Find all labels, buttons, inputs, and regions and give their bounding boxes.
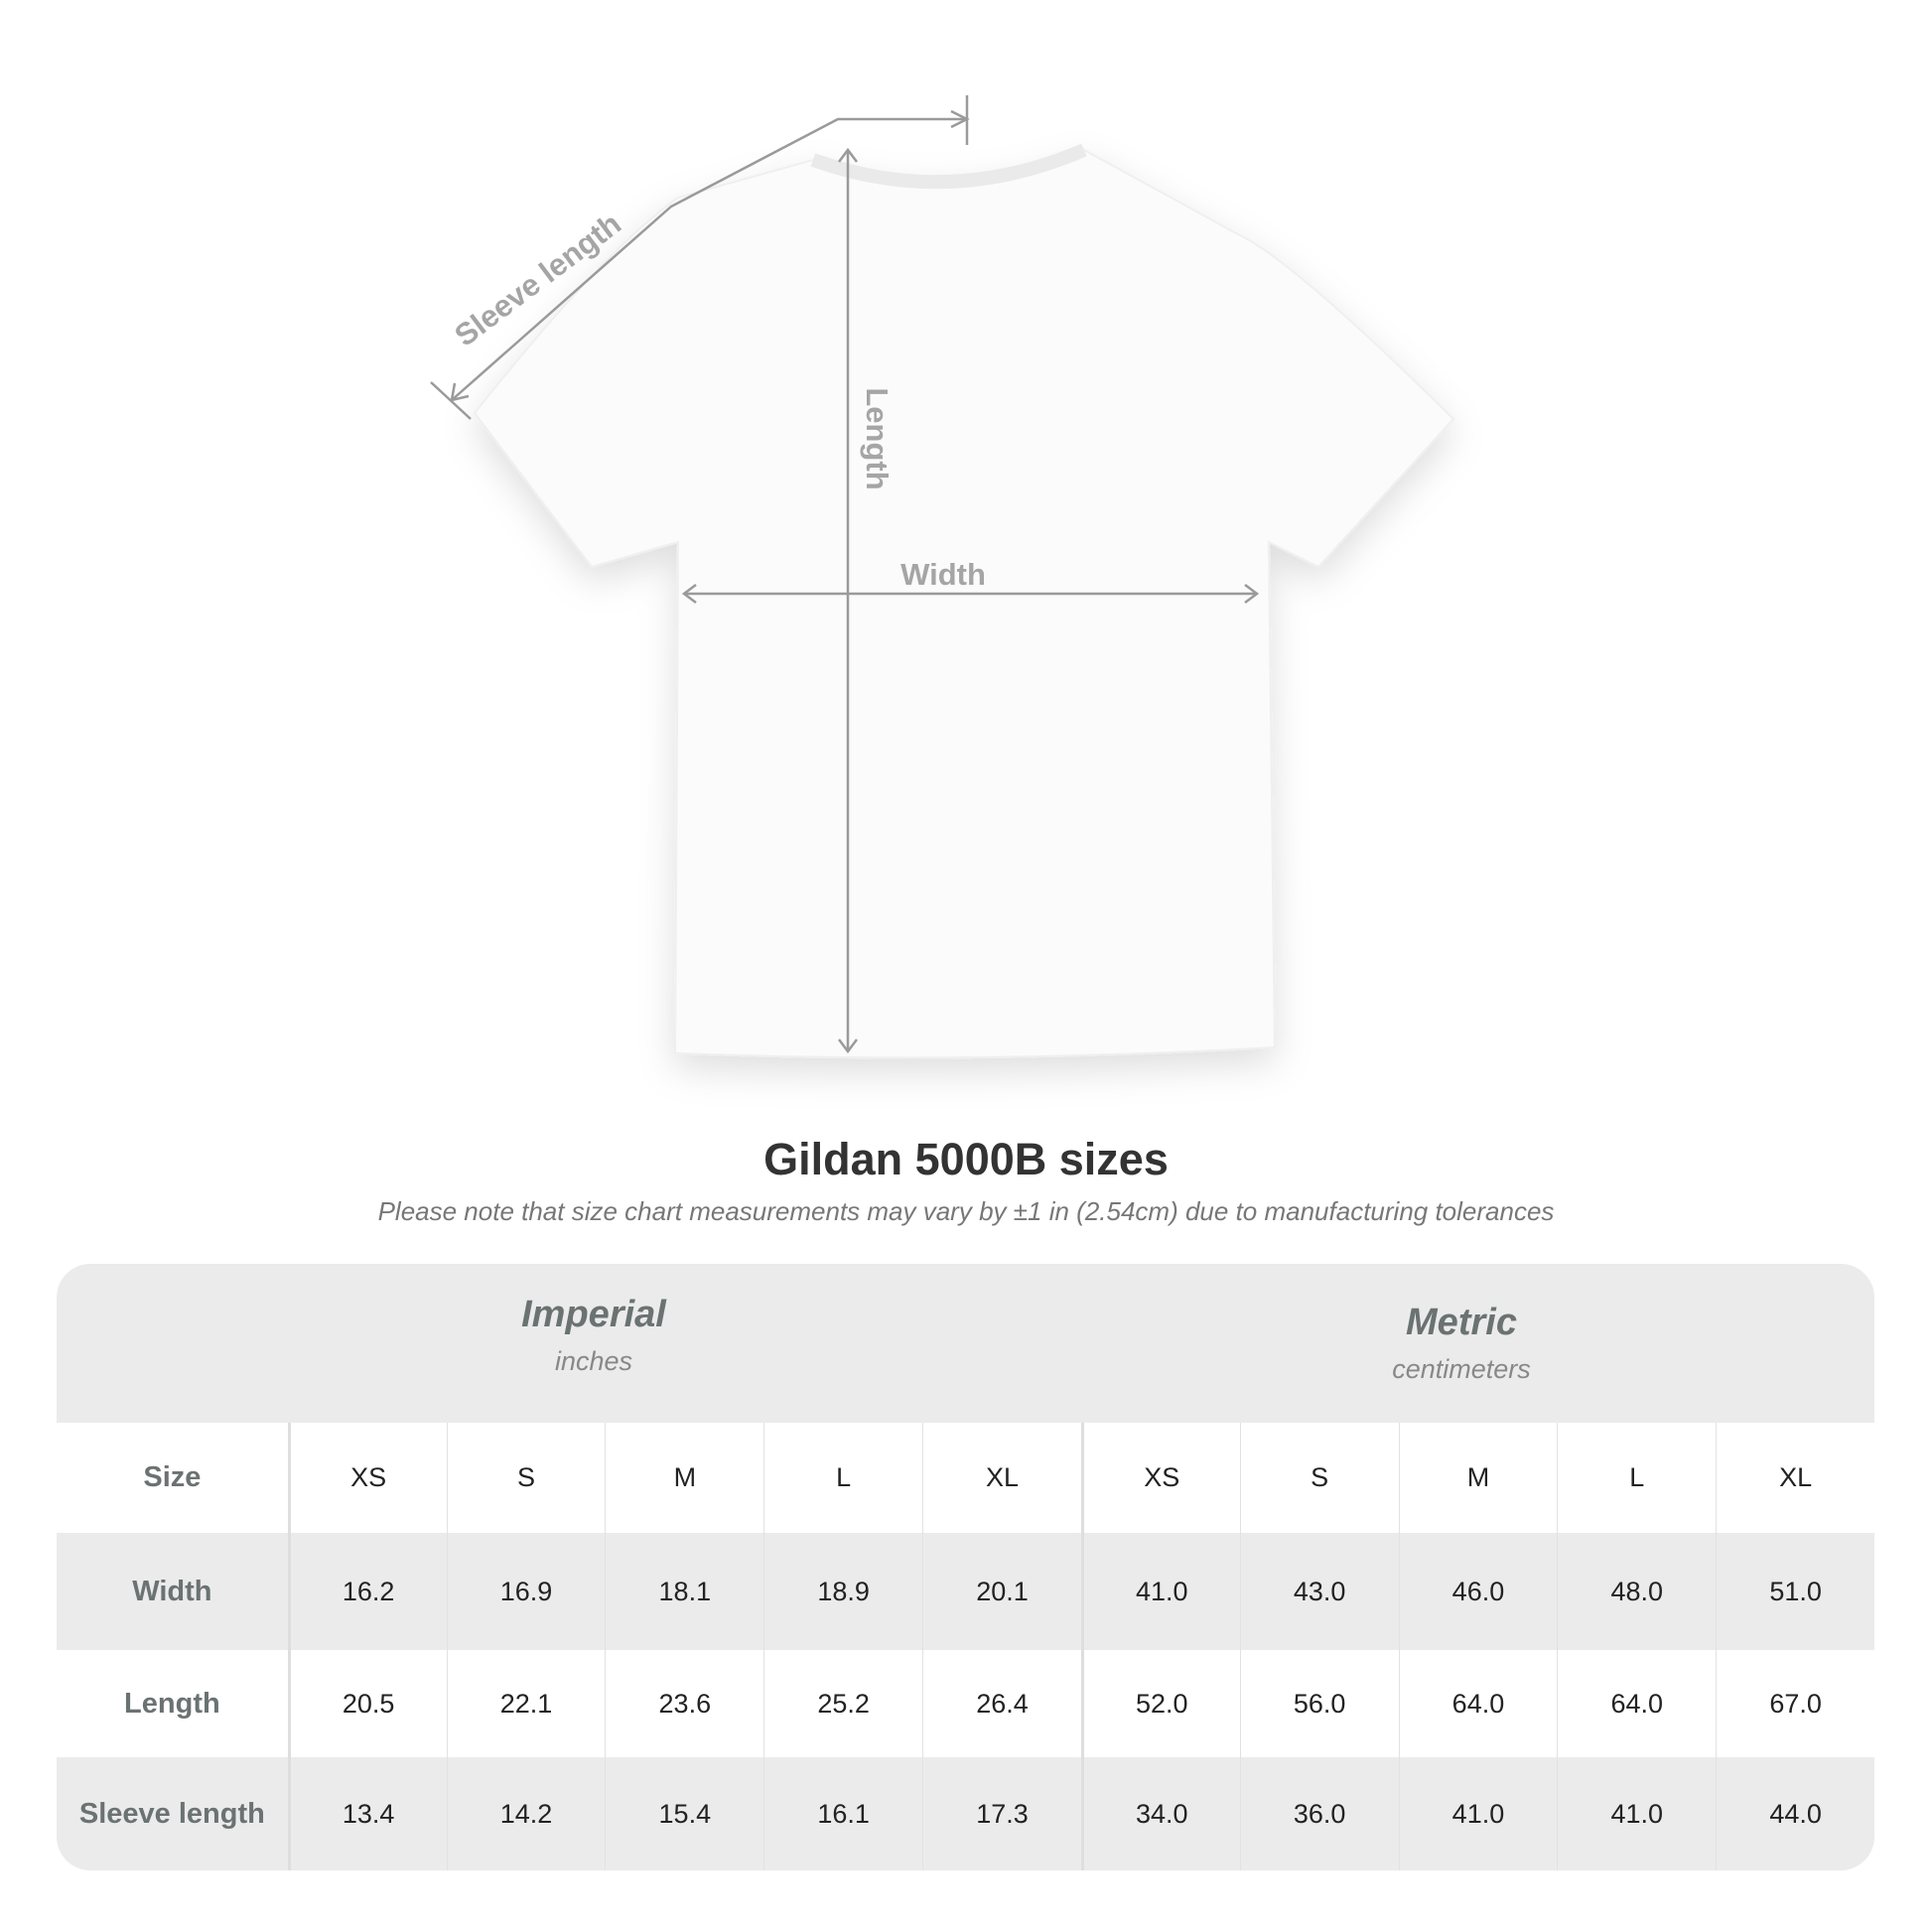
table-cell: 41.0 <box>1080 1533 1240 1650</box>
table-cell: XS <box>1080 1423 1240 1533</box>
table-cell: 26.4 <box>922 1650 1081 1757</box>
table-cell: L <box>763 1423 922 1533</box>
table-cell: 20.5 <box>287 1650 447 1757</box>
metric-title: Metric <box>1406 1302 1517 1343</box>
size-table: Imperial inches Metric centimeters Size X… <box>57 1264 1874 1870</box>
table-cell: 14.2 <box>446 1757 606 1870</box>
table-cell: 18.1 <box>605 1533 763 1650</box>
page-title: Gildan 5000B sizes <box>763 1134 1169 1184</box>
unit-header: Imperial inches Metric centimeters <box>57 1264 1874 1423</box>
table-cell: 34.0 <box>1080 1757 1240 1870</box>
table-cell: 43.0 <box>1239 1533 1399 1650</box>
table-cell: 20.1 <box>922 1533 1081 1650</box>
table-cell: 56.0 <box>1239 1650 1399 1757</box>
table-cell: 22.1 <box>446 1650 606 1757</box>
table-cell: 18.9 <box>763 1533 922 1650</box>
table-cell: 25.2 <box>763 1650 922 1757</box>
table-cell: 44.0 <box>1716 1757 1874 1870</box>
table-row: Length 20.5 22.1 23.6 25.2 26.4 52.0 56.0 64.0 64… <box>57 1650 1874 1757</box>
sleeve-length-line <box>451 117 967 401</box>
imperial-title: Imperial <box>521 1294 666 1335</box>
measurement-lines <box>430 95 1260 1054</box>
table-cell: 64.0 <box>1398 1650 1558 1757</box>
table-cell: S <box>446 1423 606 1533</box>
tshirt-shape <box>473 148 1455 1059</box>
width-label: Width <box>900 557 986 592</box>
table-row: Width 16.2 16.9 18.1 18.9 20.1 41.0 43.0 46.0 48.… <box>57 1533 1874 1650</box>
table-cell: 48.0 <box>1557 1533 1716 1650</box>
row-label: Length <box>124 1687 220 1720</box>
table-cell: M <box>1398 1423 1558 1533</box>
table-row: Sleeve length 13.4 14.2 15.4 16.1 17.3 34.0 36.… <box>57 1757 1874 1870</box>
row-label: Sleeve length <box>78 1797 265 1830</box>
table-cell: 15.4 <box>605 1757 763 1870</box>
table-cell: 17.3 <box>922 1757 1081 1870</box>
table-cell: 36.0 <box>1239 1757 1399 1870</box>
table-cell: 67.0 <box>1716 1650 1874 1757</box>
imperial-group: Imperial inches <box>395 1294 792 1377</box>
table-cell: XL <box>1716 1423 1874 1533</box>
table-cell: 51.0 <box>1716 1533 1874 1650</box>
metric-group: Metric centimeters <box>1263 1302 1660 1385</box>
row-label: Width <box>132 1575 212 1607</box>
table-cell: 16.1 <box>763 1757 922 1870</box>
table-cell: 41.0 <box>1398 1757 1558 1870</box>
length-label: Length <box>860 387 895 489</box>
tshirt-diagram: Sleeve length Length Width <box>430 95 1455 1059</box>
table-cell: XL <box>922 1423 1081 1533</box>
table-cell: 16.2 <box>287 1533 447 1650</box>
row-label: Size <box>143 1461 202 1493</box>
table-cell: 64.0 <box>1557 1650 1716 1757</box>
table-cell: S <box>1239 1423 1399 1533</box>
table-cell: M <box>605 1423 763 1533</box>
size-header-row: Size XS S M L XL XS S M L XL <box>57 1423 1874 1533</box>
table-cell: 23.6 <box>605 1650 763 1757</box>
table-cell: 52.0 <box>1080 1650 1240 1757</box>
table-cell: XS <box>287 1423 447 1533</box>
tolerance-note: Please note that size chart measurements… <box>377 1196 1555 1226</box>
metric-unit: centimeters <box>1392 1354 1531 1384</box>
table-cell: L <box>1557 1423 1716 1533</box>
table-cell: 16.9 <box>446 1533 606 1650</box>
table-cell: 46.0 <box>1398 1533 1558 1650</box>
imperial-unit: inches <box>554 1346 633 1376</box>
table-cell: 41.0 <box>1557 1757 1716 1870</box>
table-cell: 13.4 <box>287 1757 447 1870</box>
